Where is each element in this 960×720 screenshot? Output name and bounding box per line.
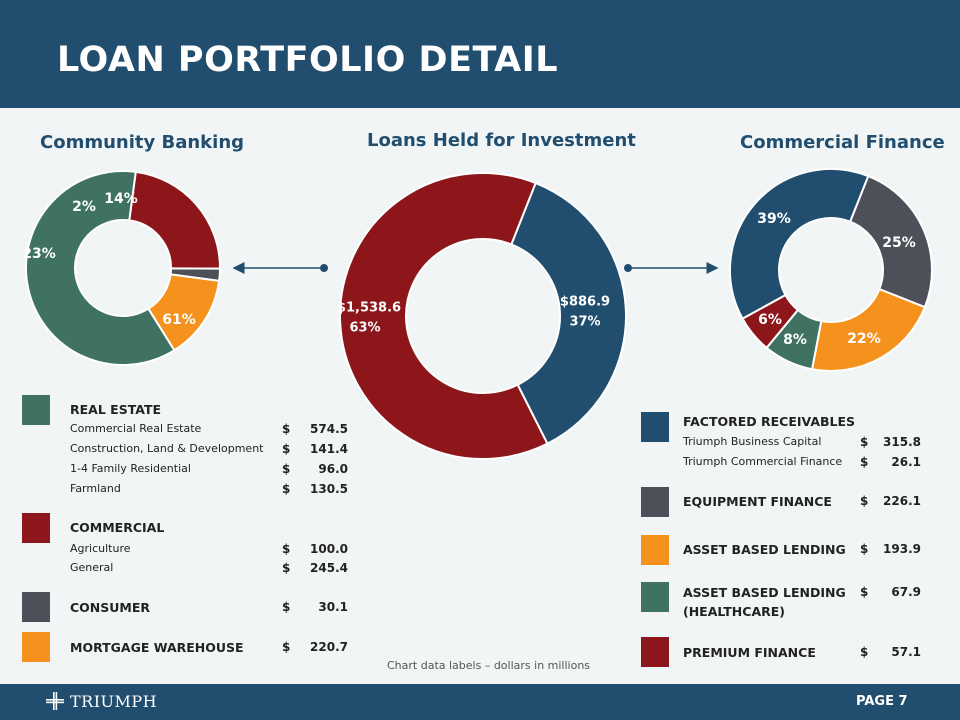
- swatch-consumer: [22, 592, 50, 622]
- data-label: 61%: [162, 312, 196, 328]
- legend-item-amount: 26.1: [891, 455, 921, 469]
- legend-item-label: Triumph Commercial Finance: [683, 455, 843, 468]
- data-label: 2%: [72, 199, 96, 215]
- legend-abl-amount: 193.9: [883, 542, 921, 556]
- legend-item-label: 1-4 Family Residential: [70, 462, 191, 475]
- slice-equipment-finance: [848, 174, 933, 309]
- legend-commercial-heading: COMMERCIAL: [70, 520, 165, 535]
- slice-real-estate: [25, 170, 176, 366]
- dollar-sign: $: [860, 435, 869, 449]
- donut-loans-held: $886.9 37% $1,538.6 63%: [337, 172, 627, 460]
- arrow-right-dot: [624, 264, 632, 272]
- legend-item-amount: 96.0: [318, 462, 348, 476]
- slice-community-banking: [339, 172, 549, 460]
- page-number: PAGE 7: [856, 694, 908, 709]
- donut-commercial-finance: 25% 22% 8%6% 39%: [729, 168, 933, 372]
- legend-consumer-heading: CONSUMER: [70, 600, 151, 615]
- triumph-cross-icon: [46, 692, 64, 710]
- slice-factored-receivables: [729, 168, 870, 321]
- data-label: 23%: [22, 246, 56, 262]
- legend-abl-heading: ASSET BASED LENDING: [683, 542, 846, 557]
- legend-item-amount: 574.5: [310, 422, 348, 436]
- arrow-left-dot: [320, 264, 328, 272]
- legend-premium-heading: PREMIUM FINANCE: [683, 645, 816, 660]
- donut-community-banking: 61% 23% 2% 14%: [22, 170, 222, 366]
- dollar-sign: $: [860, 542, 869, 556]
- legend-item-amount: 141.4: [310, 442, 348, 456]
- legend-mortgage-heading: MORTGAGE WAREHOUSE: [70, 640, 244, 655]
- dollar-sign: $: [282, 462, 291, 476]
- legend-abl-healthcare-heading-1: ASSET BASED LENDING: [683, 585, 846, 600]
- swatch-abl-healthcare: [641, 582, 669, 612]
- legend-abl-healthcare-amount: 67.9: [891, 585, 921, 599]
- footnote: Chart data labels – dollars in millions: [387, 659, 591, 672]
- slice-commercial: [128, 170, 221, 270]
- data-label: 14%: [104, 191, 138, 207]
- swatch-asset-based-lending: [641, 535, 669, 565]
- dollar-sign: $: [860, 494, 869, 508]
- brand-name: TRIUMPH: [70, 692, 158, 711]
- legend-equipment-amount: 226.1: [883, 494, 921, 508]
- legend-factored-heading: FACTORED RECEIVABLES: [683, 414, 856, 429]
- chart-title-loans-held: Loans Held for Investment: [367, 130, 636, 151]
- swatch-factored-receivables: [641, 412, 669, 442]
- data-label: 6%: [758, 312, 782, 328]
- dollar-sign: $: [860, 455, 869, 469]
- data-label-pct: 37%: [569, 315, 600, 330]
- slice-asset-based-lending: [810, 287, 927, 372]
- dollar-sign: $: [860, 645, 869, 659]
- legend-item-amount: 100.0: [310, 542, 348, 556]
- slice-commercial-finance: [510, 181, 627, 446]
- dollar-sign: $: [282, 600, 291, 614]
- dollar-sign: $: [860, 585, 869, 599]
- data-label: $1,538.6: [337, 301, 401, 316]
- legend-item-amount: 245.4: [310, 561, 348, 575]
- data-label: $886.9: [560, 295, 610, 310]
- legend-equipment-heading: EQUIPMENT FINANCE: [683, 494, 832, 509]
- chart-title-commercial-finance: Commercial Finance: [740, 132, 945, 153]
- legend-mortgage-amount: 220.7: [310, 640, 348, 654]
- legend-consumer-amount: 30.1: [318, 600, 348, 614]
- triumph-logo: TRIUMPH: [46, 692, 157, 712]
- dollar-sign: $: [282, 442, 291, 456]
- swatch-commercial: [22, 513, 50, 543]
- legend-item-amount: 130.5: [310, 482, 348, 496]
- legend-premium-amount: 57.1: [891, 645, 921, 659]
- legend-item-amount: 315.8: [883, 435, 921, 449]
- swatch-equipment-finance: [641, 487, 669, 517]
- data-label: 39%: [757, 211, 791, 227]
- swatch-real-estate: [22, 395, 50, 425]
- dollar-sign: $: [282, 542, 291, 556]
- dollar-sign: $: [282, 640, 291, 654]
- footer-bar: TRIUMPH PAGE 7: [0, 684, 960, 720]
- legend-item-label: Commercial Real Estate: [70, 422, 202, 435]
- chart-title-community-banking: Community Banking: [40, 132, 245, 153]
- data-label: 22%: [847, 331, 881, 347]
- swatch-premium-finance: [641, 637, 669, 667]
- dollar-sign: $: [282, 422, 291, 436]
- header-bar: LOAN PORTFOLIO DETAIL: [0, 0, 960, 108]
- data-label-pct: 63%: [349, 321, 380, 336]
- slice-mortgage-warehouse: [147, 273, 221, 352]
- swatch-mortgage-warehouse: [22, 632, 50, 662]
- legend-real-estate-heading: REAL ESTATE: [70, 402, 162, 417]
- legend-item-label: Agriculture: [70, 542, 131, 555]
- dollar-sign: $: [282, 561, 291, 575]
- page-title: LOAN PORTFOLIO DETAIL: [57, 40, 559, 80]
- legend-abl-healthcare-heading-2: (HEALTHCARE): [683, 604, 785, 619]
- legend-item-label: General: [70, 561, 114, 574]
- data-label: 8%: [783, 332, 807, 348]
- legend-item-label: Triumph Business Capital: [683, 435, 822, 448]
- legend-item-label: Farmland: [70, 482, 121, 495]
- dollar-sign: $: [282, 482, 291, 496]
- data-label: 25%: [882, 235, 916, 251]
- legend-item-label: Construction, Land & Development: [70, 442, 264, 455]
